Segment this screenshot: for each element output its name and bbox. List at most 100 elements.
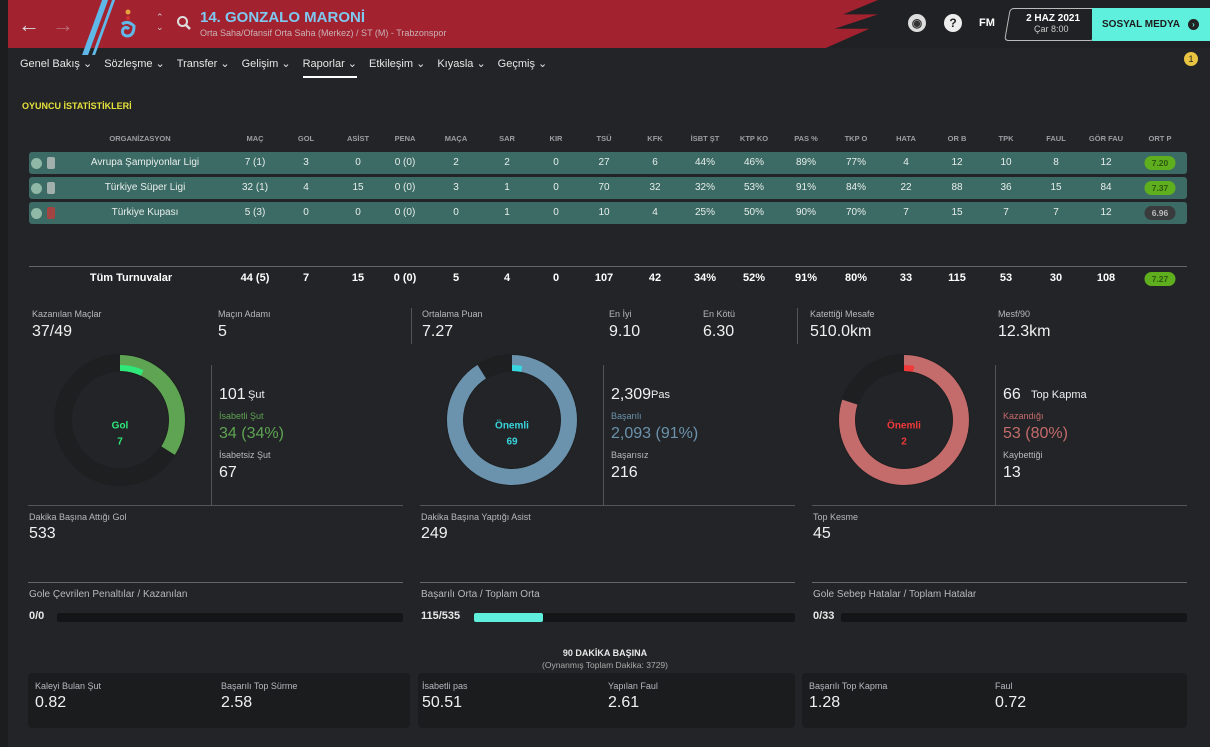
bar-label: Gole Sebep Hatalar / Toplam Hatalar: [813, 589, 977, 600]
total-cell: 42: [648, 272, 662, 284]
column-header[interactable]: PENA: [394, 134, 416, 143]
divider: [28, 505, 403, 506]
column-header[interactable]: İSBT ŞT: [690, 134, 720, 143]
column-header[interactable]: KTP KO: [739, 134, 769, 143]
table-cell: 12: [951, 157, 963, 168]
divider: [28, 582, 403, 583]
donut-b-label: İsabetsiz Şut: [219, 450, 271, 460]
per90-title: 90 DAKİKA BAŞINA: [562, 648, 648, 658]
social-media-button[interactable]: SOSYAL MEDYA ›: [1092, 8, 1210, 41]
donut-arc: [55, 355, 185, 485]
column-header[interactable]: TKP O: [844, 134, 868, 143]
total-cell: 80%: [844, 272, 868, 284]
table-row[interactable]: [29, 177, 1187, 199]
table-cell: 4: [903, 157, 909, 168]
summary-label: En Kötü: [703, 309, 736, 319]
total-cell: 53: [999, 272, 1013, 284]
column-header[interactable]: KFK: [647, 134, 663, 143]
rating-badge: 7.20: [1144, 156, 1176, 170]
summary-value: 12.3km: [998, 323, 1051, 340]
summary-label: Kazanılan Maçlar: [32, 309, 102, 319]
search-icon[interactable]: [176, 15, 192, 31]
donut-center-label: Önemli: [887, 420, 921, 432]
table-cell: 53%: [743, 182, 765, 193]
column-header[interactable]: HATA: [896, 134, 916, 143]
column-header[interactable]: SAR: [499, 134, 515, 143]
summary-value: 37/49: [32, 323, 73, 340]
column-header[interactable]: ORGANİZASYON: [109, 134, 171, 143]
donut-a-label: İsabetli Şut: [219, 411, 264, 421]
bar-value: 0/33: [813, 610, 835, 622]
forward-button[interactable]: →: [52, 12, 74, 37]
divider: [420, 582, 795, 583]
table-cell: 3: [303, 157, 309, 168]
tab-1[interactable]: Sözleşme ⌄: [104, 58, 165, 70]
tab-2[interactable]: Transfer ⌄: [176, 58, 230, 70]
donut-total-label: Top Kapma: [1031, 389, 1087, 401]
table-cell: 70: [598, 182, 610, 193]
donut-center-value: 2: [901, 436, 907, 448]
donut-arc: [839, 355, 969, 485]
tab-3[interactable]: Gelişim ⌄: [241, 58, 291, 70]
table-cell: 22: [900, 182, 912, 193]
table-row[interactable]: [29, 202, 1187, 224]
table-cell: 88: [951, 182, 963, 193]
checkmark-icon[interactable]: [31, 208, 42, 219]
donut-chart: [54, 354, 186, 486]
table-cell: 7 (1): [244, 157, 266, 168]
column-header[interactable]: MAÇA: [444, 134, 468, 143]
back-button[interactable]: ←: [18, 12, 40, 37]
divider: [812, 505, 1187, 506]
column-header[interactable]: PAS %: [794, 134, 818, 143]
donut-a-label: Kazandığı: [1003, 411, 1044, 421]
tab-0[interactable]: Genel Bakış ⌄: [20, 58, 93, 70]
per90-value: 2.58: [221, 694, 253, 711]
donut-b-label: Başarısız: [611, 450, 649, 460]
column-header[interactable]: KIR: [549, 134, 563, 143]
competition-logo-icon: [47, 157, 55, 169]
checkmark-icon[interactable]: [31, 158, 42, 169]
column-header[interactable]: GOL: [297, 134, 315, 143]
date: 2 HAZ 2021: [1026, 13, 1081, 24]
column-header[interactable]: MAÇ: [246, 134, 264, 143]
notification-badge[interactable]: 1: [1184, 52, 1198, 66]
column-header[interactable]: OR B: [947, 134, 967, 143]
per90-label: Faul: [995, 681, 1013, 691]
column-header[interactable]: GÖR FAU: [1088, 134, 1124, 143]
summary-label: Katettiği Mesafe: [810, 309, 875, 319]
column-header[interactable]: FAUL: [1046, 134, 1066, 143]
total-label: Tüm Turnuvalar: [89, 272, 173, 284]
summary-label: Ortalama Puan: [422, 309, 483, 319]
progress-bar: [474, 613, 795, 622]
competition-logo-icon: [47, 207, 55, 219]
club-crest-icon: [121, 9, 136, 38]
tab-5[interactable]: Etkileşim ⌄: [369, 58, 426, 70]
divider: [812, 582, 1187, 583]
column-header[interactable]: ORT P: [1148, 134, 1172, 143]
globe-icon[interactable]: ◉: [908, 14, 926, 32]
table-cell: 2: [453, 157, 459, 168]
column-header[interactable]: TPK: [998, 134, 1014, 143]
tab-7[interactable]: Geçmiş ⌄: [497, 58, 548, 70]
tab-6[interactable]: Kıyasla ⌄: [437, 58, 486, 70]
date-display[interactable]: 2 HAZ 2021 Çar 8:00: [1004, 8, 1100, 41]
player-switch-icon[interactable]: ⌃ ⌄: [156, 12, 164, 32]
help-icon[interactable]: ?: [944, 14, 962, 32]
fm-menu-button[interactable]: FM: [979, 17, 995, 29]
column-header[interactable]: TSÜ: [596, 134, 612, 143]
total-cell: 30: [1049, 272, 1063, 284]
checkmark-icon[interactable]: [31, 183, 42, 194]
divider: [211, 365, 212, 505]
table-cell: 7: [1003, 207, 1009, 218]
summary-value: 7.27: [422, 323, 454, 340]
tab-4[interactable]: Raporlar ⌄: [302, 57, 358, 78]
donut-b-value: 216: [611, 464, 638, 481]
table-row[interactable]: [29, 152, 1187, 174]
table-cell: 84%: [845, 182, 867, 193]
player-position: Orta Saha/Ofansif Orta Saha (Merkez) / S…: [200, 28, 447, 38]
bar-value: 0/0: [29, 610, 45, 622]
table-cell: 44%: [694, 157, 716, 168]
column-header[interactable]: ASİST: [346, 134, 370, 143]
table-cell: 46%: [743, 157, 765, 168]
donut-total-label: Pas: [651, 389, 670, 401]
